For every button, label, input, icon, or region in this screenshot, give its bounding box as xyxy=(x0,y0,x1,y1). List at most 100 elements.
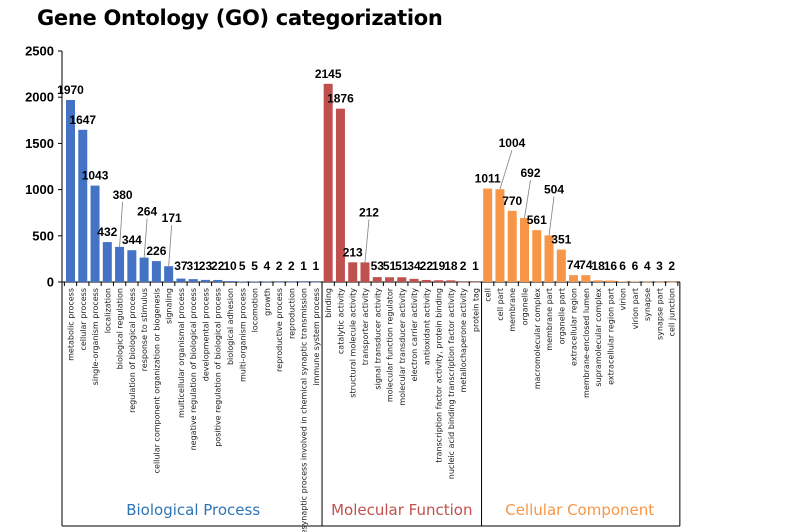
value-label: 504 xyxy=(544,182,564,196)
value-label: 18 xyxy=(591,259,605,273)
y-tick-label: 2500 xyxy=(25,44,54,59)
value-label: 226 xyxy=(146,244,166,258)
category-label: multicellular organismal process xyxy=(177,288,186,418)
bar-cellular-component xyxy=(630,281,640,283)
bar-biological-process xyxy=(311,281,321,283)
bar-molecular-function xyxy=(335,108,345,283)
bar-cellular-component xyxy=(556,249,566,282)
value-label: 3 xyxy=(656,259,663,273)
category-label: cell part xyxy=(496,288,505,321)
bar-biological-process xyxy=(90,185,100,282)
value-label: 19 xyxy=(432,259,446,273)
bar-biological-process xyxy=(127,250,137,282)
bar-biological-process xyxy=(237,281,247,283)
category-label: presynaptic process involved in chemical… xyxy=(300,288,309,532)
category-label: molecular transducer activity xyxy=(398,288,407,406)
value-label: 1004 xyxy=(499,136,526,150)
value-label: 432 xyxy=(97,225,117,239)
category-label: organelle part xyxy=(557,288,566,344)
bar-cellular-component xyxy=(605,280,615,282)
category-label: metallochaperone activity xyxy=(459,288,468,393)
category-label: locomotion xyxy=(251,288,260,332)
category-label: immune system process xyxy=(312,288,321,386)
y-tick-label: 1500 xyxy=(25,136,54,151)
category-label: cellular component organization or bioge… xyxy=(152,288,161,473)
bar-cellular-component xyxy=(483,188,493,282)
bar-molecular-function xyxy=(446,280,456,282)
value-label: 5 xyxy=(239,259,246,273)
value-labels-layer: 1970164710434323803442642261713731232210… xyxy=(57,67,675,273)
value-label: 74 xyxy=(567,258,581,272)
category-label: nucleic acid binding transcription facto… xyxy=(447,288,456,480)
category-label: macromolecular complex xyxy=(533,288,542,390)
value-label: 380 xyxy=(113,188,133,202)
bar-molecular-function xyxy=(348,262,358,282)
bar-molecular-function xyxy=(323,83,333,282)
bar-biological-process xyxy=(151,261,161,282)
value-label: 31 xyxy=(187,259,201,273)
value-label: 51 xyxy=(395,259,409,273)
category-label: molecular function regulator xyxy=(386,287,395,402)
value-label: 2 xyxy=(668,259,675,273)
category-label: metabolic process xyxy=(67,288,76,361)
category-label: catalytic activity xyxy=(336,288,345,354)
category-label: cell junction xyxy=(668,288,677,336)
value-label: 213 xyxy=(343,245,363,259)
category-label: organelle xyxy=(520,288,529,325)
value-label: 344 xyxy=(122,233,142,247)
bar-cellular-component xyxy=(495,189,505,282)
value-label: 4 xyxy=(263,259,270,273)
bar-cellular-component xyxy=(507,210,517,282)
bar-cellular-component xyxy=(532,230,542,282)
bar-biological-process xyxy=(176,278,186,282)
value-label: 212 xyxy=(359,205,379,219)
category-label: binding xyxy=(324,288,333,318)
bar-biological-process xyxy=(286,281,296,283)
bar-cellular-component xyxy=(618,281,628,283)
bar-molecular-function xyxy=(360,262,370,282)
category-label: reproductive process xyxy=(275,288,284,372)
value-label: 18 xyxy=(444,259,458,273)
category-label: signal transducer activity xyxy=(373,288,382,390)
bar-biological-process xyxy=(250,281,260,283)
value-leader-line xyxy=(499,150,513,190)
group-label-molecular-function: Molecular Function xyxy=(331,501,472,519)
axes: 0 500 1000 1500 2000 2500 xyxy=(25,44,681,527)
value-label: 53 xyxy=(371,259,385,273)
category-label: developmental process xyxy=(201,288,210,381)
category-label: single-organism process xyxy=(91,288,100,385)
bars-layer xyxy=(66,83,677,283)
bar-biological-process xyxy=(299,281,309,283)
category-label: multi-organism process xyxy=(238,288,247,382)
category-label: electron carrier activity xyxy=(410,288,419,382)
category-label: virion xyxy=(619,288,628,310)
category-label: regulation of biological process xyxy=(128,288,137,413)
bar-biological-process xyxy=(66,99,75,282)
value-label: 1 xyxy=(300,259,307,273)
bar-cellular-component xyxy=(654,281,664,283)
category-label: cell xyxy=(484,288,493,302)
bar-biological-process xyxy=(164,266,174,282)
category-label: biological regulation xyxy=(116,288,125,369)
value-label: 6 xyxy=(632,259,639,273)
value-label: 692 xyxy=(520,166,540,180)
bar-molecular-function xyxy=(470,281,480,283)
y-tick-label: 2000 xyxy=(25,90,54,105)
bar-molecular-function xyxy=(434,280,444,282)
category-label: membrane xyxy=(508,288,517,332)
value-label: 2 xyxy=(460,259,467,273)
value-label: 16 xyxy=(604,259,618,273)
category-label: localization xyxy=(103,288,112,333)
bar-cellular-component xyxy=(569,275,579,282)
value-label: 1043 xyxy=(82,169,109,183)
bar-molecular-function xyxy=(421,279,431,282)
category-label: cellular process xyxy=(79,288,88,351)
value-leader-line xyxy=(548,196,555,236)
bar-biological-process xyxy=(102,242,112,282)
bar-molecular-function xyxy=(458,281,468,283)
category-label: synapse xyxy=(643,288,652,321)
bar-cellular-component xyxy=(519,218,529,282)
bar-biological-process xyxy=(188,279,198,282)
value-label: 22 xyxy=(211,259,225,273)
